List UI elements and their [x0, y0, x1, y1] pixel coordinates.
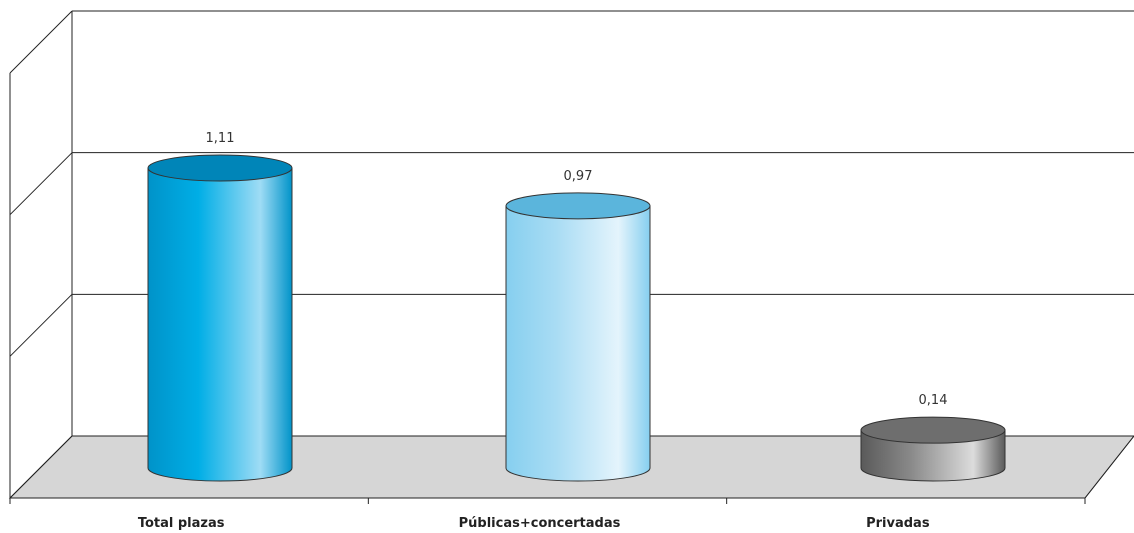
bar-top: [505, 192, 651, 220]
bar: [505, 192, 651, 482]
bar-top: [860, 416, 1006, 444]
side-wall-gridline: [9, 435, 73, 499]
bar-top: [147, 154, 293, 182]
data-label: 0,14: [919, 393, 948, 408]
bars-group: [147, 154, 1006, 482]
x-tick-label: Total plazas: [138, 516, 225, 531]
labels-group: 1,11 Total plazas 0,97 Públicas+concertadas…: [138, 131, 948, 531]
x-tick-label: Privadas: [866, 516, 930, 531]
floor-edge: [1084, 435, 1134, 499]
bar: [860, 416, 1006, 482]
bar-body: [147, 167, 293, 482]
data-label: 1,11: [206, 131, 235, 146]
side-wall-gridline: [9, 293, 73, 357]
side-wall-gridline: [9, 152, 73, 216]
bar: [147, 154, 293, 482]
bar-body: [860, 429, 1006, 482]
side-wall-gridline: [9, 10, 73, 74]
data-label: 0,97: [564, 169, 593, 184]
bar-body: [505, 205, 651, 482]
x-tick-label: Públicas+concertadas: [459, 516, 621, 531]
